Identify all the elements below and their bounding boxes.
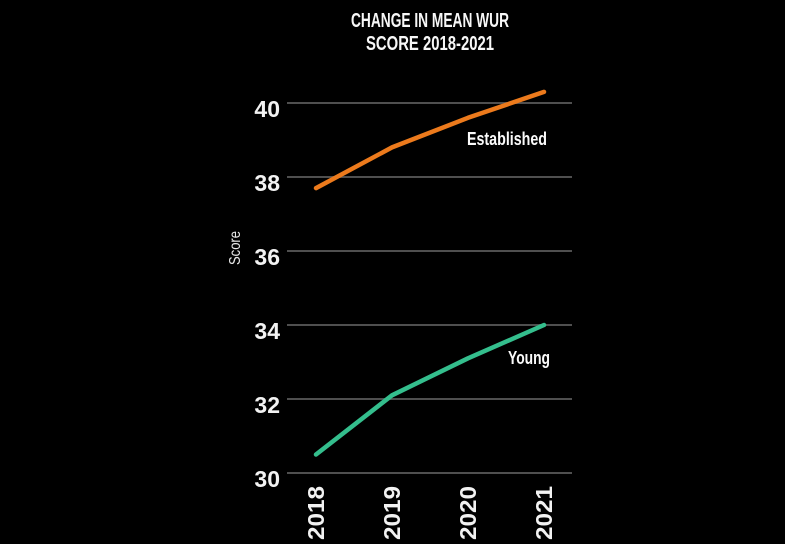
series-label-young: Young [508, 348, 550, 368]
x-tick-label-2020: 2020 [455, 486, 481, 540]
y-axis-title: Score [227, 231, 244, 265]
y-tick-label-36: 36 [254, 244, 280, 270]
x-tick-label-2021: 2021 [531, 486, 557, 540]
y-tick-label-32: 32 [254, 392, 280, 418]
series-label-established: Established [467, 129, 547, 149]
chart-title-line2: SCORE 2018-2021 [366, 33, 494, 55]
y-tick-label-40: 40 [254, 96, 280, 122]
x-tick-label-2018: 2018 [303, 486, 329, 540]
y-tick-label-30: 30 [254, 466, 280, 492]
x-tick-label-2019: 2019 [379, 486, 405, 540]
series-line-established [313, 89, 547, 191]
series-line-young [313, 322, 547, 457]
y-tick-label-38: 38 [254, 170, 280, 196]
y-tick-label-34: 34 [254, 318, 280, 344]
chart-title-line1: CHANGE IN MEAN WUR [351, 10, 509, 32]
